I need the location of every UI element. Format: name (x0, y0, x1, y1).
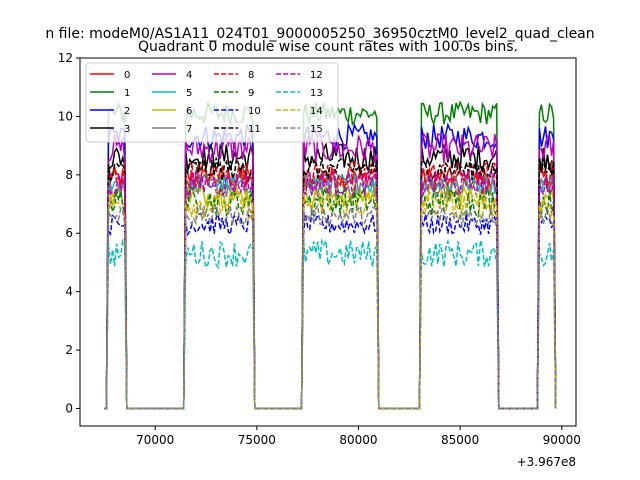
legend-label-6: 6 (186, 106, 192, 117)
legend-label-9: 9 (248, 88, 254, 99)
legend-label-0: 0 (124, 70, 130, 81)
series-line-13 (104, 238, 557, 410)
y-tick-label: 12 (58, 51, 73, 65)
y-tick-label: 0 (65, 401, 73, 415)
x-tick-label: 80000 (339, 433, 377, 447)
legend-label-13: 13 (310, 88, 323, 99)
series-line-14 (104, 187, 557, 410)
chart-title: Quadrant 0 module wise count rates with … (138, 39, 518, 55)
series-line-0 (104, 164, 557, 410)
y-tick-label: 10 (58, 109, 73, 123)
legend-label-10: 10 (248, 106, 261, 117)
legend-label-4: 4 (186, 70, 192, 81)
legend-frame (85, 62, 339, 143)
legend-label-2: 2 (124, 106, 130, 117)
x-tick-label: 85000 (441, 433, 479, 447)
x-tick-label: 75000 (238, 433, 276, 447)
series-lines (104, 99, 557, 410)
plot-frame (79, 57, 577, 427)
legend-label-7: 7 (186, 124, 192, 135)
legend-label-1: 1 (124, 88, 130, 99)
legend-label-8: 8 (248, 70, 254, 81)
series-line-10 (104, 212, 557, 410)
legend-label-15: 15 (310, 124, 323, 135)
x-axis-ticks: 70000 75000 80000 85000 90000 (136, 426, 581, 447)
series-line-1 (104, 99, 557, 410)
y-tick-label: 8 (65, 168, 73, 182)
x-tick-label: 70000 (136, 433, 174, 447)
legend-label-12: 12 (310, 70, 323, 81)
y-tick-label: 4 (65, 285, 73, 299)
x-tick-label: 90000 (543, 433, 581, 447)
series-line-15 (104, 203, 557, 410)
y-tick-label: 6 (65, 226, 73, 240)
figure-suptitle: n file: modeM0/AS1A11_024T01_9000005250_… (45, 26, 594, 42)
x-offset-label: +3.967e8 (517, 455, 576, 469)
legend-label-14: 14 (310, 106, 323, 117)
y-tick-label: 2 (65, 343, 73, 357)
legend-label-3: 3 (124, 124, 130, 135)
series-line-6 (104, 183, 557, 410)
legend-label-11: 11 (248, 124, 261, 135)
series-line-9 (104, 185, 557, 410)
y-axis-ticks: 0 2 4 6 8 10 12 (58, 51, 80, 415)
legend-label-5: 5 (186, 88, 192, 99)
